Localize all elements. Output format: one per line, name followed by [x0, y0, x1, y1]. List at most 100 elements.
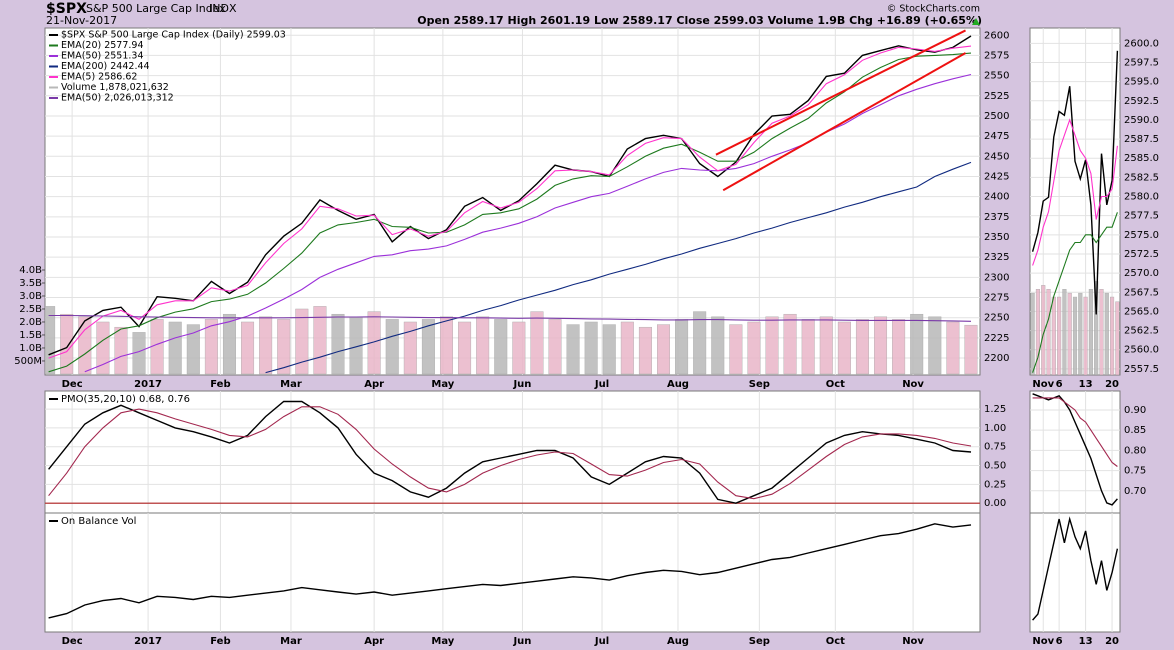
volume-bar	[78, 316, 92, 375]
volume-bar	[439, 316, 453, 375]
legend-label: EMA(50) 2,026,013,312	[61, 93, 174, 104]
y2-tick-label: 1.0B	[19, 343, 42, 354]
panel	[44, 512, 981, 633]
volume-bar	[783, 313, 797, 375]
trend-line	[722, 52, 967, 192]
x-tick-label: 6	[1056, 379, 1063, 390]
y-tick-label: 2570.0	[1124, 268, 1159, 279]
x-tick-label: Jul	[594, 379, 609, 390]
volume-bar	[150, 319, 164, 375]
x-tick-label: Mar	[280, 636, 302, 647]
volume-bar	[946, 321, 960, 375]
volume-bar	[1072, 296, 1078, 375]
volume-bar	[1067, 292, 1072, 375]
volume-bar	[620, 321, 634, 375]
volume-bar	[277, 319, 291, 375]
panel-title: PMO(35,20,10) 0.68, 0.76	[61, 394, 190, 405]
x-tick-label: Aug	[667, 636, 689, 647]
series-line	[1032, 212, 1118, 373]
series-line	[48, 314, 972, 322]
y-tick-label: 2562.5	[1124, 326, 1159, 337]
series-line	[48, 45, 972, 359]
panel	[44, 390, 981, 514]
volume-bar	[1083, 296, 1088, 375]
volume-bar	[729, 324, 743, 375]
y-tick-label: 2275	[984, 293, 1009, 304]
legend-label: EMA(200) 2442.44	[61, 61, 150, 72]
volume-bar	[747, 321, 761, 375]
x-tick-label: Sep	[749, 379, 770, 390]
volume-bar	[1035, 289, 1040, 375]
exchange: INDX	[209, 2, 237, 15]
y2-tick-label: 4.0B	[19, 265, 42, 276]
symbol: $SPX	[46, 1, 87, 17]
x-tick-label: Nov	[1032, 379, 1054, 390]
y-tick-label: 0.85	[1124, 425, 1146, 436]
y-tick-label: 2575	[984, 50, 1009, 61]
x-tick-label: Oct	[826, 636, 845, 647]
y-tick-label: 2525	[984, 91, 1009, 102]
y-tick-label: 2587.5	[1124, 134, 1159, 145]
y-tick-label: 2575.0	[1124, 230, 1159, 241]
volume-bar	[1094, 281, 1099, 375]
y-tick-label: 2600	[984, 30, 1009, 41]
y-tick-label: 0.75	[1124, 466, 1146, 477]
y-tick-label: 2577.5	[1124, 211, 1159, 222]
volume-bar	[874, 316, 888, 375]
series-line	[1032, 516, 1119, 621]
x-tick-label: Jul	[594, 636, 609, 647]
panel-title: On Balance Vol	[61, 516, 136, 527]
volume-bar	[801, 319, 815, 375]
volume-bar	[313, 306, 327, 375]
y-tick-label: 2350	[984, 232, 1009, 243]
x-tick-label: 13	[1079, 379, 1093, 390]
up-arrow	[972, 18, 980, 25]
y-tick-label: 2250	[984, 313, 1009, 324]
x-tick-label: Apr	[364, 636, 384, 647]
y-tick-label: 2475	[984, 131, 1009, 142]
series-line	[1032, 118, 1118, 266]
volume-bar	[259, 316, 273, 375]
volume-bar	[1051, 296, 1056, 375]
y-tick-label: 2450	[984, 151, 1009, 162]
volume-bar	[1088, 289, 1093, 375]
volume-bar	[204, 319, 218, 375]
volume-bar	[385, 319, 399, 375]
x-tick-label: Jun	[512, 636, 531, 647]
volume-bar	[855, 319, 869, 375]
x-tick-label: Sep	[749, 636, 770, 647]
volume-bar	[765, 316, 779, 375]
x-tick-label: 20	[1105, 636, 1119, 647]
volume-bar	[1062, 289, 1067, 375]
y-tick-label: 2585.0	[1124, 153, 1159, 164]
volume-bar	[458, 321, 472, 375]
volume-bar	[693, 311, 707, 375]
x-tick-label: 6	[1056, 636, 1063, 647]
plot-area	[1030, 28, 1120, 375]
volume-bar	[1030, 292, 1035, 375]
y-tick-label: 0.00	[984, 498, 1006, 509]
plot-area	[1032, 513, 1119, 632]
volume-bar	[964, 324, 978, 375]
x-tick-label: Dec	[62, 636, 83, 647]
volume-bar	[186, 324, 200, 375]
legend-label: Volume 1,878,021,632	[61, 82, 169, 93]
y-tick-label: 2582.5	[1124, 172, 1159, 183]
volume-bar	[566, 324, 580, 375]
y-tick-label: 2595.0	[1124, 77, 1159, 88]
date: 21-Nov-2017	[46, 14, 117, 27]
volume-bar	[367, 311, 381, 375]
index-name: S&P 500 Large Cap Index	[86, 2, 226, 15]
copyright: © StockCharts.com	[887, 4, 980, 15]
volume-bar	[584, 321, 598, 375]
series-line	[1032, 393, 1118, 506]
series-line	[48, 400, 972, 504]
plot-area	[48, 513, 972, 632]
x-tick-label: 13	[1079, 636, 1093, 647]
y-tick-label: 0.50	[984, 461, 1006, 472]
volume-bar	[657, 324, 671, 375]
y2-tick-label: 1.5B	[19, 330, 42, 341]
y-tick-label: 2200	[984, 353, 1009, 364]
y-tick-label: 0.25	[984, 479, 1006, 490]
